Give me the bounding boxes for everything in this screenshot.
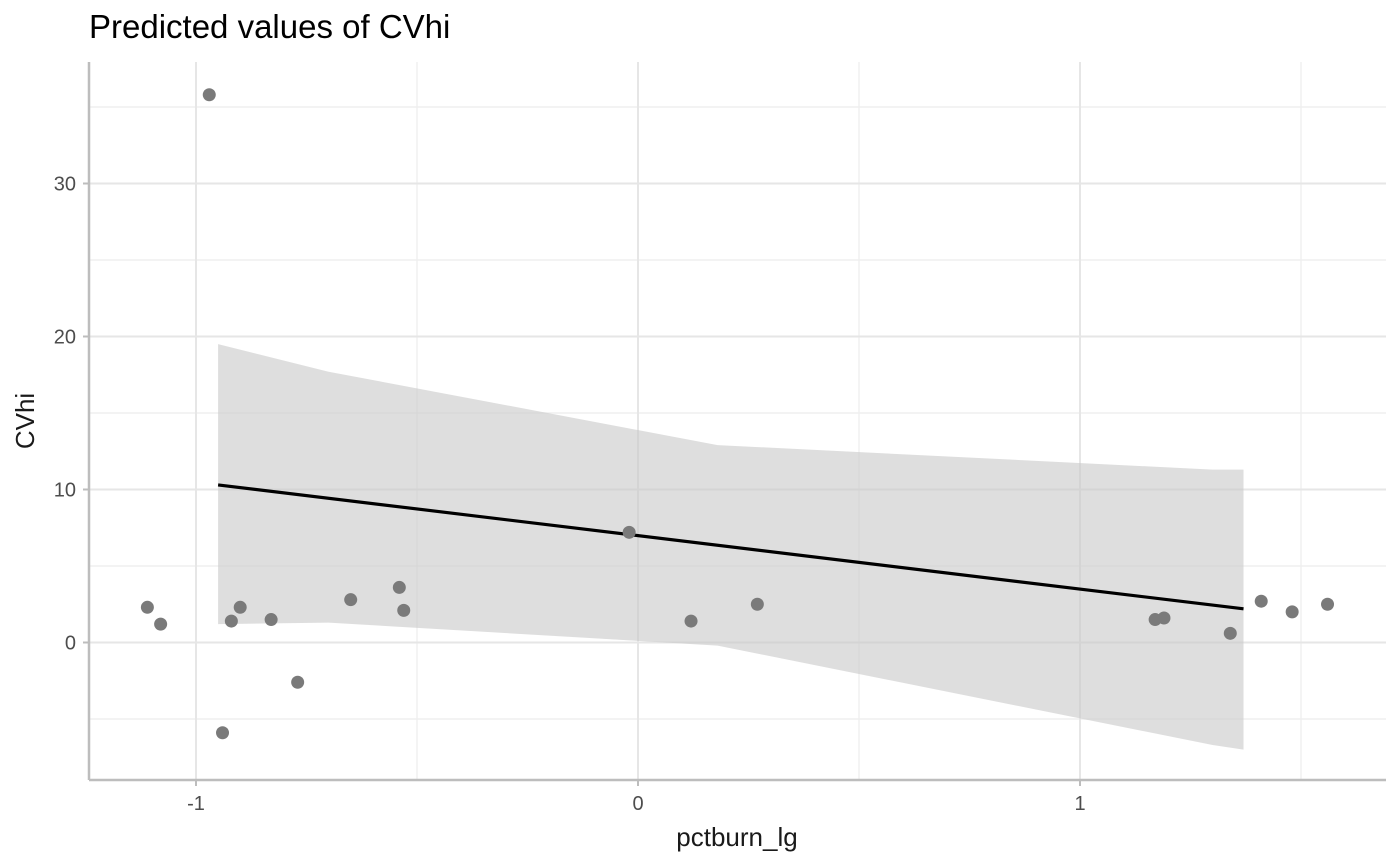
- data-point: [140, 600, 154, 614]
- fit-line-layer: [217, 483, 1244, 611]
- y-tick-label: 0: [65, 633, 76, 655]
- x-axis-ticks: -1 0 1: [187, 780, 1086, 815]
- data-point: [233, 600, 247, 614]
- x-tick-label: 1: [1074, 793, 1085, 815]
- y-tick-label: 20: [54, 327, 76, 349]
- data-point: [264, 613, 278, 627]
- data-point: [1285, 605, 1299, 619]
- data-point: [216, 726, 230, 740]
- data-points-layer: [140, 88, 1335, 740]
- data-point: [684, 614, 698, 628]
- data-point: [224, 614, 238, 628]
- data-point: [344, 593, 358, 607]
- y-tick-label: 30: [54, 174, 76, 196]
- data-point: [1254, 594, 1268, 608]
- y-axis-title: CVhi: [10, 393, 40, 449]
- data-point: [202, 88, 216, 102]
- fit-line: [217, 483, 1244, 611]
- x-axis-title: pctburn_lg: [676, 822, 797, 852]
- data-point: [291, 675, 305, 689]
- data-point: [392, 580, 406, 594]
- data-point: [1321, 597, 1335, 611]
- data-point: [1157, 611, 1171, 625]
- data-point: [154, 617, 168, 631]
- data-point: [622, 525, 636, 539]
- y-axis-ticks: 0 10 20 30: [54, 174, 89, 655]
- data-point: [397, 603, 411, 617]
- chart-title: Predicted values of CVhi: [89, 8, 451, 45]
- data-point: [1223, 626, 1237, 640]
- minor-gridlines: [89, 62, 1386, 780]
- data-point: [750, 597, 764, 611]
- x-tick-label: 0: [632, 793, 643, 815]
- x-tick-label: -1: [187, 793, 205, 815]
- axes-layer: [87, 62, 1386, 782]
- y-tick-label: 10: [54, 480, 76, 502]
